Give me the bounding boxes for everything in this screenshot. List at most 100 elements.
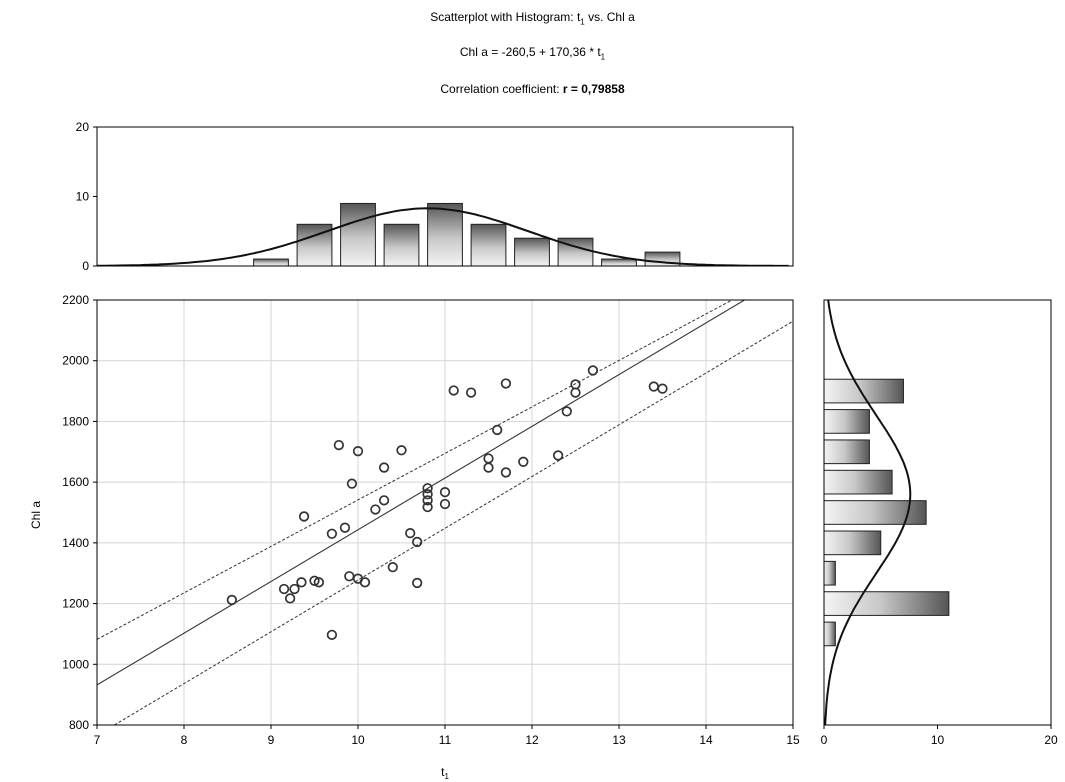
x-tick-label: 15 [786,733,800,747]
right-hist-bar [823,469,893,495]
data-point [465,387,477,398]
data-point [483,453,494,464]
chart-title-rest: vs. Chl a [584,10,635,24]
data-point [333,439,345,451]
data-point [422,489,433,500]
x-axis-title-text: t [441,765,445,779]
data-point [344,571,355,582]
x-axis-title-sub: 1 [444,772,449,781]
data-point [378,462,390,473]
axis-titles: t1 Chl a [29,501,449,781]
y-tick-label: 1000 [62,657,89,671]
data-point [284,593,296,604]
right-hist-frame [823,299,1052,726]
y-tick-label: 1800 [62,414,89,428]
data-point [500,467,512,478]
y-tick-label: 2200 [62,293,89,307]
top-hist-bar [470,223,507,267]
data-point [346,478,358,489]
data-point [352,446,364,457]
data-point [226,594,238,606]
right-hist-bar [823,530,882,556]
regression-equation-text: Chl a = -260,5 + 170,36 * t [459,45,601,59]
data-point [296,577,307,588]
x-tick-label: 7 [94,733,101,747]
right-hist-bar [823,409,870,434]
scatter-data-area [97,300,793,725]
data-point [298,511,310,522]
data-point [561,406,572,417]
regression-line [97,300,746,686]
data-point [492,424,503,436]
top-hist-normal-curve [97,207,789,266]
x-axis-title: t1 [441,765,449,781]
top-hist-bar [253,258,289,267]
data-point [359,577,371,588]
data-point [278,583,290,595]
data-point [405,527,416,539]
top-hist-bar [427,202,463,267]
data-point [422,495,433,506]
top-hist-bar [601,258,637,267]
data-point [500,378,512,389]
correlation-r: r = [562,82,582,96]
data-point [396,445,407,456]
data-point [657,383,668,394]
y-tick-label: 1400 [62,536,89,550]
correlation-line: Correlation coefficient: r = 0,79858 [0,82,1065,96]
right-hist-bar [823,621,836,647]
top-hist-tick-label: 10 [76,190,90,204]
y-tick-label: 800 [69,718,89,732]
data-point [289,583,300,595]
data-point [309,575,320,586]
data-point [483,462,494,473]
x-tick-label: 9 [268,733,275,747]
data-point [412,536,423,548]
data-point [448,385,459,396]
data-point [313,577,325,588]
correlation-label: Correlation coefficient: [440,82,563,96]
data-point [570,387,581,398]
data-point [326,629,338,640]
regression-equation-sub: 1 [600,52,606,62]
data-point [326,528,338,539]
data-point [387,561,398,573]
data-point [412,577,423,589]
confidence-band-upper [97,300,733,640]
data-point [648,381,659,392]
y-tick-label: 2000 [62,354,89,368]
scatter-frame [96,299,794,726]
data-point [570,379,581,390]
data-point [439,498,451,510]
confidence-band-lower [114,320,793,725]
right-hist-bar [823,500,927,525]
x-tick-label: 8 [181,733,188,747]
data-point [370,504,381,515]
right-histogram: 0 10 20 [821,299,1058,747]
top-hist-frame [96,126,794,267]
right-hist-tick-label: 20 [1044,733,1058,747]
x-tick-label: 14 [699,733,713,747]
top-hist-bar [383,223,420,267]
x-tick-label: 11 [439,733,452,747]
x-tick-label: 10 [351,733,365,747]
top-hist-bar [340,202,376,267]
data-point [422,483,433,494]
data-point [518,456,529,467]
data-point [587,365,599,376]
data-point [422,501,433,513]
y-tick-label: 1200 [62,597,89,611]
right-hist-normal-curve [824,300,912,725]
x-tick-label: 12 [525,733,539,747]
chart-title: Scatterplot with Histogram: t1 vs. Chl a [0,10,1065,26]
data-point [378,495,390,506]
correlation-value: 0,79858 [581,82,625,96]
right-hist-tick-label: 10 [931,733,945,747]
right-hist-bar [823,591,950,616]
y-tick-label: 1600 [62,475,89,489]
scatter-plot: 7 8 9 10 11 12 13 14 15 800 1000 1200 1400 1600 1800 20… [62,293,800,747]
right-hist-bar [823,378,904,404]
data-point [339,522,351,533]
top-histogram: 0 10 20 [76,120,794,273]
